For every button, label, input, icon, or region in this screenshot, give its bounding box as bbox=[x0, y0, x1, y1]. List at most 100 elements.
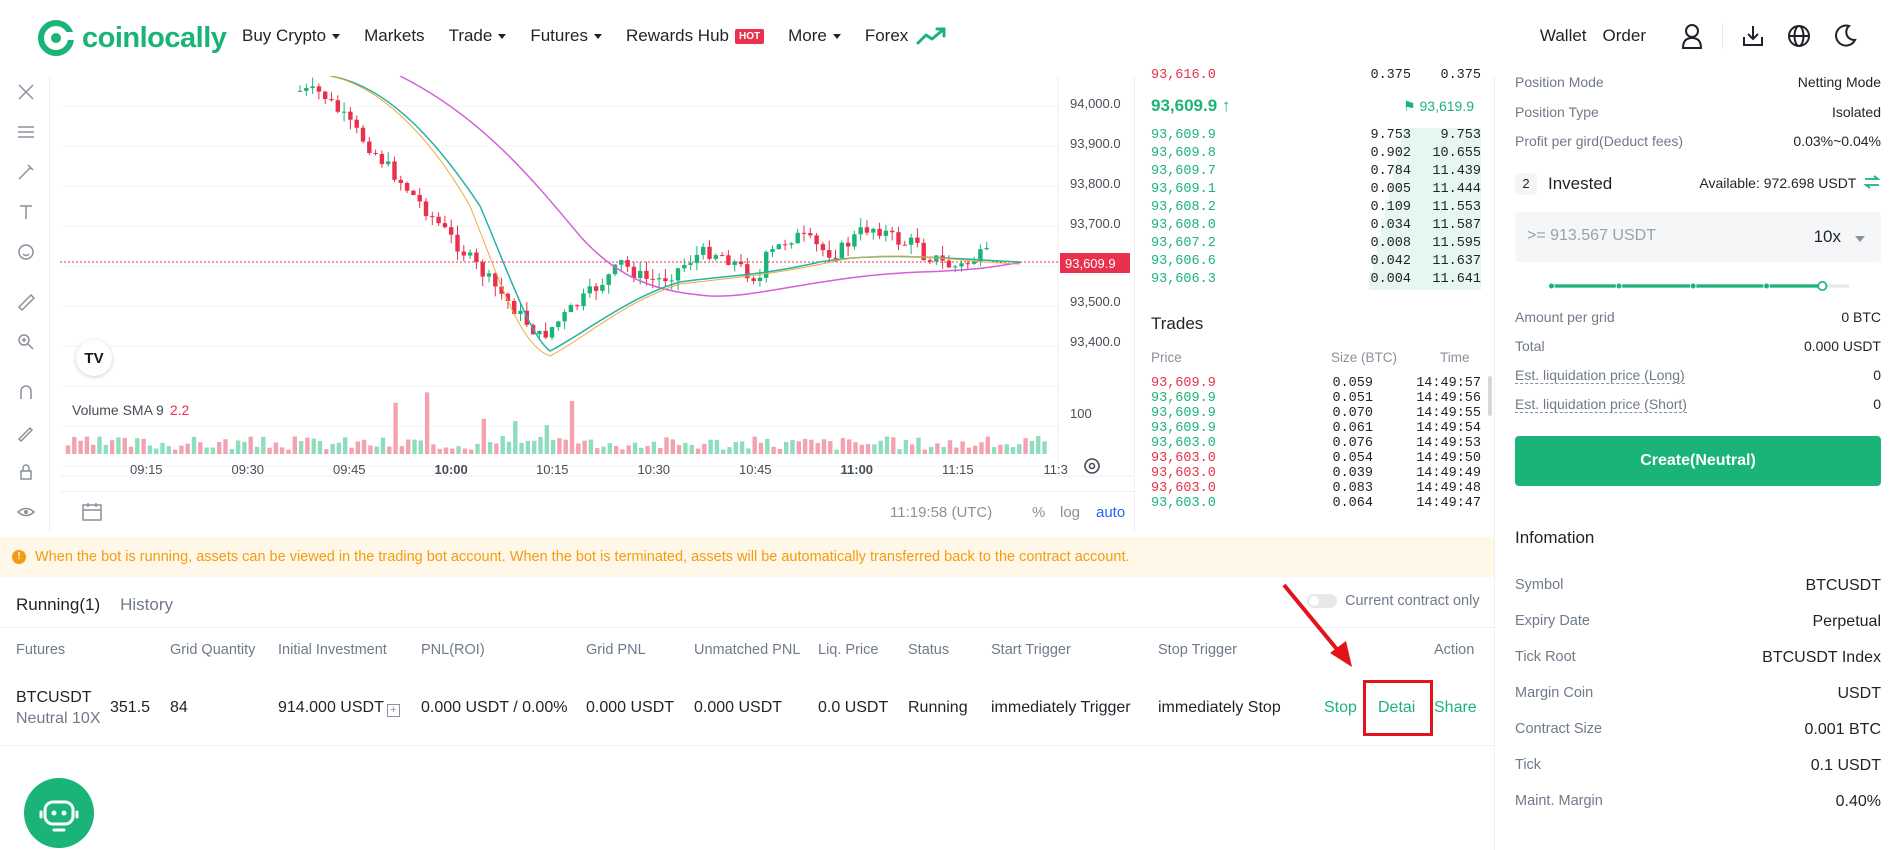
current-contract-toggle[interactable]: Current contract only bbox=[1307, 593, 1480, 609]
logo[interactable]: coinlocally bbox=[36, 18, 227, 58]
zoom-in-icon[interactable] bbox=[16, 332, 36, 352]
volume-bar bbox=[601, 446, 606, 454]
candle-body bbox=[417, 194, 422, 202]
nav-trade[interactable]: Trade bbox=[449, 26, 507, 46]
download-icon[interactable] bbox=[1737, 20, 1769, 52]
brush-tool-icon[interactable] bbox=[16, 162, 36, 182]
candle-body bbox=[757, 277, 763, 281]
ask-price: 93,616.0 bbox=[1151, 68, 1216, 83]
info-value: 0.1 USDT bbox=[1810, 757, 1881, 774]
magnet-icon[interactable] bbox=[16, 382, 36, 402]
trades-scrollbar[interactable] bbox=[1488, 376, 1492, 416]
nav-label: More bbox=[788, 26, 827, 45]
time-tick: 11:3 bbox=[1044, 462, 1068, 477]
bid-row[interactable]: 93,607.2 0.008 11.595 bbox=[1151, 236, 1481, 254]
volume-bar bbox=[355, 441, 360, 454]
nav-rewards-hub[interactable]: Rewards Hub HOT bbox=[626, 26, 765, 46]
nav-more[interactable]: More bbox=[788, 26, 841, 46]
auto-scale-toggle[interactable]: auto bbox=[1096, 504, 1126, 521]
bot-notice-bar: ! When the bot is running, assets can be… bbox=[0, 537, 1494, 577]
text-tool-icon[interactable] bbox=[16, 202, 36, 222]
bid-row[interactable]: 93,606.3 0.004 11.641 bbox=[1151, 272, 1481, 290]
ask-row[interactable]: 93,616.0 0.375 0.375 bbox=[1151, 68, 1481, 86]
create-neutral-button[interactable]: Create(Neutral) bbox=[1515, 436, 1881, 486]
info-label: Tick Root bbox=[1515, 649, 1576, 665]
transfer-icon[interactable] bbox=[1863, 175, 1881, 189]
volume-bar bbox=[639, 447, 644, 454]
info-icon: ! bbox=[12, 550, 26, 564]
trade-time: 14:49:55 bbox=[1416, 406, 1481, 421]
tab-history[interactable]: History bbox=[120, 595, 174, 614]
stop-button[interactable]: Stop bbox=[1324, 699, 1357, 716]
position-mode-value[interactable]: Netting Mode bbox=[1797, 74, 1881, 90]
header-divider bbox=[1722, 23, 1723, 49]
bid-row[interactable]: 93,608.2 0.109 11.553 bbox=[1151, 200, 1481, 218]
bid-row[interactable]: 93,609.9 9.753 9.753 bbox=[1151, 128, 1481, 146]
volume-bar bbox=[78, 440, 83, 454]
trade-price: 93,609.9 bbox=[1151, 391, 1216, 406]
volume-bar bbox=[796, 441, 801, 454]
order-link[interactable]: Order bbox=[1602, 26, 1646, 45]
tab-running[interactable]: Running(1) bbox=[16, 595, 101, 614]
liq-short-label[interactable]: Est. liquidation price (Short) bbox=[1515, 396, 1687, 413]
trade-time: 14:49:57 bbox=[1416, 376, 1481, 391]
investment-input[interactable]: >= 913.567 USDT 10x bbox=[1515, 212, 1881, 262]
wallet-link[interactable]: Wallet bbox=[1539, 26, 1587, 45]
volume-bar bbox=[1017, 444, 1022, 454]
percent-scale-toggle[interactable]: % bbox=[1032, 504, 1046, 521]
candle-body bbox=[883, 230, 889, 236]
mark-price-value: 93,619.9 bbox=[1419, 98, 1475, 114]
last-price-tag bbox=[1060, 253, 1130, 273]
volume-bar bbox=[122, 437, 127, 454]
nav-markets[interactable]: Markets bbox=[364, 26, 424, 46]
trade-row: 93,609.9 0.061 14:49:54 bbox=[1151, 421, 1481, 436]
volume-bar bbox=[620, 449, 625, 454]
volume-bar bbox=[65, 445, 71, 454]
position-type-value[interactable]: Isolated bbox=[1831, 104, 1881, 120]
nav-futures[interactable]: Futures bbox=[530, 26, 602, 46]
toggle-switch[interactable] bbox=[1307, 594, 1337, 608]
leverage-select[interactable]: 10x bbox=[1813, 227, 1841, 246]
liq-short-row: Est. liquidation price (Short) 0 bbox=[1515, 396, 1881, 416]
ruler-tool-icon[interactable] bbox=[16, 292, 36, 312]
eye-icon[interactable] bbox=[16, 502, 36, 522]
log-scale-toggle[interactable]: log bbox=[1060, 504, 1081, 521]
bid-row[interactable]: 93,606.6 0.042 11.637 bbox=[1151, 254, 1481, 272]
date-range-icon[interactable] bbox=[80, 500, 104, 524]
moon-icon[interactable] bbox=[1829, 20, 1861, 52]
emoji-tool-icon[interactable] bbox=[16, 242, 36, 262]
price-chart[interactable]: 94,000.0 93,900.0 93,800.0 93,700.0 93,500.0… bbox=[60, 76, 1134, 531]
chart-settings-icon[interactable] bbox=[1084, 458, 1100, 474]
chevron-down-icon[interactable] bbox=[1855, 236, 1865, 242]
time-tick: 11:15 bbox=[942, 462, 974, 477]
chevron-down-icon bbox=[332, 33, 341, 39]
lock-icon[interactable] bbox=[16, 462, 36, 482]
support-chat-button[interactable] bbox=[24, 778, 94, 848]
detail-button[interactable]: Detai bbox=[1378, 699, 1416, 716]
liq-long-label[interactable]: Est. liquidation price (Long) bbox=[1515, 367, 1685, 384]
investment-slider[interactable] bbox=[1519, 281, 1879, 291]
user-icon[interactable] bbox=[1676, 20, 1708, 52]
add-margin-icon[interactable]: + bbox=[386, 704, 400, 717]
bid-row[interactable]: 93,608.0 0.034 11.587 bbox=[1151, 218, 1481, 236]
volume-bar bbox=[821, 439, 827, 454]
volume-bar bbox=[97, 436, 102, 454]
tradingview-logo[interactable]: TV bbox=[76, 340, 112, 376]
candle-body bbox=[354, 119, 359, 128]
pencil-lock-icon[interactable] bbox=[16, 422, 36, 442]
volume-bar bbox=[897, 449, 902, 454]
crosshair-tool-icon[interactable] bbox=[16, 82, 36, 102]
share-button[interactable]: Share bbox=[1434, 699, 1477, 716]
nav-buy-crypto[interactable]: Buy Crypto bbox=[242, 26, 341, 46]
candlestick-chart: 94,000.0 93,900.0 93,800.0 93,700.0 93,500.0… bbox=[60, 76, 1134, 477]
nav-forex[interactable]: Forex bbox=[865, 26, 948, 46]
lines-tool-icon[interactable] bbox=[16, 122, 36, 142]
globe-icon[interactable] bbox=[1783, 20, 1815, 52]
bid-row[interactable]: 93,609.1 0.005 11.444 bbox=[1151, 182, 1481, 200]
candle-body bbox=[953, 266, 958, 268]
candle-body bbox=[864, 227, 870, 233]
bid-row[interactable]: 93,609.7 0.784 11.439 bbox=[1151, 164, 1481, 182]
bid-row[interactable]: 93,609.8 0.902 10.655 bbox=[1151, 146, 1481, 164]
mid-price: 93,609.9 ↑ bbox=[1151, 96, 1231, 115]
candle-body bbox=[669, 280, 674, 282]
